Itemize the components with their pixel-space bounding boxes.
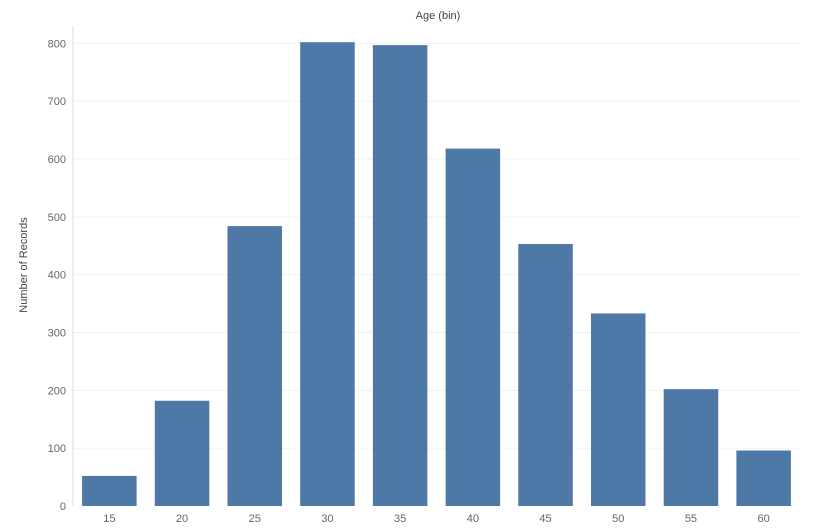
y-tick-label: 300 (48, 328, 66, 340)
x-tick-label: 60 (758, 513, 770, 525)
bar-20 (154, 400, 210, 506)
x-tick-label: 20 (176, 513, 188, 525)
y-tick-label: 0 (60, 501, 66, 513)
chart-title: Age (bin) (416, 10, 461, 22)
x-tick-label: 15 (103, 513, 115, 525)
bar-50 (590, 313, 646, 506)
x-tick-label: 30 (321, 513, 333, 525)
bar-25 (227, 226, 283, 507)
y-tick-label: 200 (48, 385, 66, 397)
bar-15 (82, 475, 137, 506)
x-tick-label: 35 (394, 513, 406, 525)
bar-60 (736, 450, 791, 506)
x-tick-label: 25 (249, 513, 261, 525)
x-tick-label: 55 (685, 513, 697, 525)
y-axis-title: Number of Records (18, 217, 30, 313)
x-axis-ticks: 15 20 25 30 35 40 45 50 55 60 (103, 513, 770, 525)
x-tick-label: 50 (612, 513, 624, 525)
x-tick-label: 45 (539, 513, 551, 525)
y-axis-ticks: 0 100 200 300 400 500 600 700 800 (48, 38, 66, 513)
y-tick-label: 700 (48, 96, 66, 108)
x-tick-label: 40 (467, 513, 479, 525)
bar-55 (663, 389, 719, 506)
bars (82, 42, 791, 507)
bar-40 (445, 148, 501, 506)
y-tick-label: 800 (48, 38, 66, 50)
gridlines (72, 26, 800, 506)
y-tick-label: 600 (48, 154, 66, 166)
bar-35 (372, 45, 428, 506)
bar-45 (518, 244, 573, 506)
bar-30 (300, 42, 355, 506)
y-tick-label: 400 (48, 270, 66, 282)
y-tick-label: 500 (48, 212, 66, 224)
y-tick-label: 100 (48, 443, 66, 455)
